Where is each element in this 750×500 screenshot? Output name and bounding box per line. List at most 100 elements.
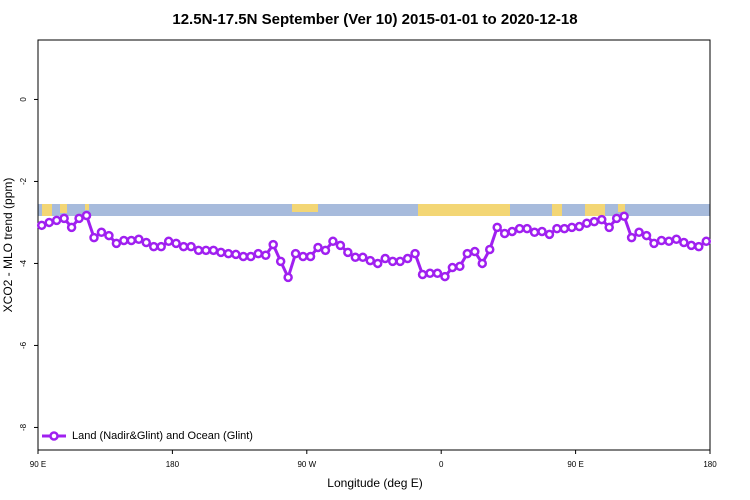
point bbox=[410, 248, 420, 259]
point bbox=[305, 251, 316, 262]
map-strip bbox=[38, 204, 710, 216]
point bbox=[96, 227, 107, 238]
point bbox=[694, 241, 704, 252]
point bbox=[350, 252, 361, 263]
point bbox=[51, 215, 62, 226]
x-axis-label: Longitude (deg E) bbox=[327, 476, 422, 490]
point bbox=[462, 248, 473, 259]
point bbox=[313, 242, 323, 253]
point bbox=[275, 256, 286, 267]
point bbox=[604, 222, 614, 233]
point bbox=[171, 238, 181, 249]
point bbox=[89, 232, 99, 243]
point bbox=[582, 218, 592, 229]
x-tick-label: 180 bbox=[166, 460, 180, 469]
point bbox=[492, 222, 502, 233]
legend-label: Land (Nadir&Glint) and Ocean (Glint) bbox=[72, 430, 253, 442]
point bbox=[246, 251, 256, 262]
point bbox=[440, 271, 450, 282]
point bbox=[365, 255, 376, 266]
point bbox=[656, 235, 667, 246]
point bbox=[268, 239, 278, 250]
point bbox=[664, 236, 674, 247]
point bbox=[574, 221, 585, 232]
point bbox=[298, 251, 308, 262]
point bbox=[178, 241, 189, 252]
point bbox=[126, 235, 137, 246]
point bbox=[611, 213, 622, 224]
point bbox=[141, 237, 152, 248]
point bbox=[193, 245, 204, 256]
y-tick-label: -2 bbox=[19, 177, 28, 185]
point bbox=[343, 247, 353, 258]
point bbox=[380, 253, 390, 264]
point bbox=[74, 213, 84, 224]
y-tick-label: -4 bbox=[19, 259, 28, 267]
point bbox=[328, 236, 338, 247]
y-tick-label: 0 bbox=[19, 97, 28, 102]
legend-marker bbox=[49, 431, 59, 441]
point bbox=[44, 217, 54, 228]
x-tick-label: 90 E bbox=[567, 460, 583, 469]
point bbox=[552, 223, 562, 234]
point bbox=[671, 234, 682, 245]
point bbox=[567, 222, 577, 233]
point bbox=[223, 248, 234, 259]
point bbox=[484, 244, 495, 255]
point bbox=[395, 256, 405, 267]
point bbox=[417, 269, 428, 280]
point bbox=[238, 251, 249, 262]
point bbox=[514, 223, 525, 234]
point bbox=[358, 252, 368, 263]
point bbox=[111, 238, 122, 249]
point bbox=[119, 235, 129, 246]
point bbox=[447, 262, 458, 273]
point bbox=[208, 245, 219, 256]
point bbox=[634, 227, 644, 238]
point bbox=[679, 237, 689, 248]
point bbox=[619, 211, 629, 222]
chart-title: 12.5N-17.5N September (Ver 10) 2015-01-0… bbox=[172, 11, 577, 28]
point bbox=[156, 241, 166, 252]
point bbox=[559, 223, 570, 234]
point bbox=[387, 256, 398, 267]
point bbox=[372, 258, 383, 269]
point bbox=[148, 241, 159, 252]
point bbox=[216, 247, 226, 258]
point bbox=[499, 228, 510, 239]
y-tick-label: -8 bbox=[19, 423, 28, 431]
point bbox=[163, 236, 174, 247]
point bbox=[589, 216, 600, 227]
x-tick-label: 180 bbox=[703, 460, 717, 469]
x-tick-label: 90 W bbox=[297, 460, 316, 469]
y-axis-label: XCO2 - MLO trend (ppm) bbox=[1, 178, 15, 313]
point bbox=[470, 246, 480, 257]
point bbox=[529, 227, 540, 238]
x-tick-label: 0 bbox=[439, 460, 444, 469]
point bbox=[641, 230, 652, 241]
point bbox=[104, 230, 114, 241]
point bbox=[201, 245, 211, 256]
point bbox=[134, 234, 144, 245]
point bbox=[320, 245, 331, 256]
point bbox=[544, 229, 555, 240]
point bbox=[335, 240, 346, 251]
point bbox=[81, 210, 92, 221]
point bbox=[522, 223, 532, 234]
point bbox=[596, 214, 607, 225]
point bbox=[66, 222, 77, 233]
point bbox=[686, 240, 697, 251]
point bbox=[59, 213, 69, 224]
point bbox=[649, 238, 659, 249]
point bbox=[36, 220, 47, 231]
point bbox=[507, 226, 517, 237]
point bbox=[290, 248, 301, 259]
point bbox=[186, 241, 196, 252]
point bbox=[537, 226, 547, 237]
point bbox=[432, 268, 443, 279]
point bbox=[701, 236, 712, 247]
point bbox=[260, 250, 271, 260]
point bbox=[425, 268, 435, 279]
point bbox=[626, 232, 637, 243]
